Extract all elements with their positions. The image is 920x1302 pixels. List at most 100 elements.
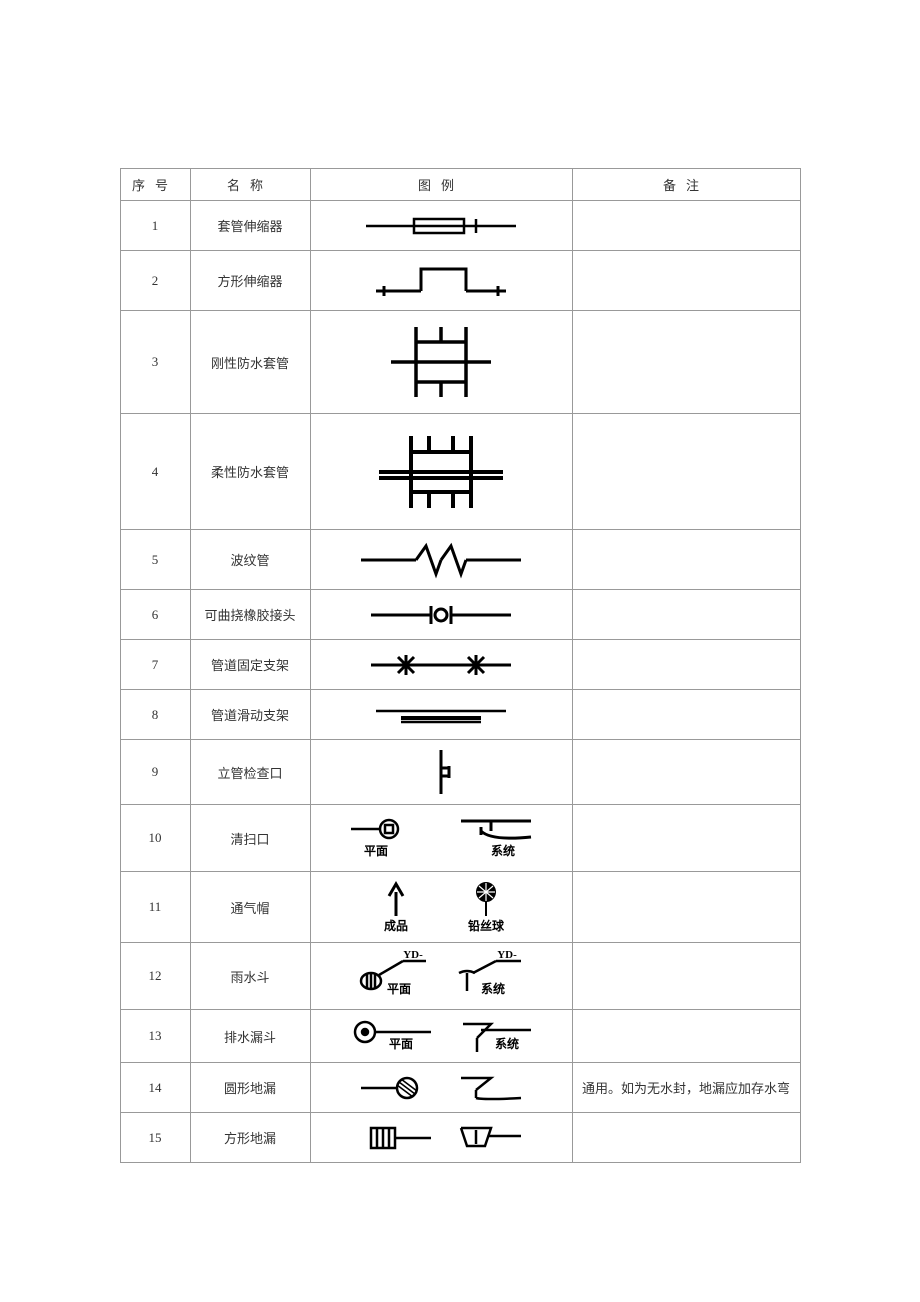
table-row: 8 管道滑动支架 [120, 690, 800, 740]
note-cell [572, 414, 800, 530]
symbol-cell [310, 1113, 572, 1163]
name-cell: 圆形地漏 [190, 1063, 310, 1113]
symbol-cell [310, 251, 572, 311]
name-cell: 排水漏斗 [190, 1010, 310, 1063]
seq-cell: 12 [120, 943, 190, 1010]
label-plan: 平面 [389, 1037, 413, 1051]
note-cell [572, 805, 800, 872]
name-cell: 方形伸缩器 [190, 251, 310, 311]
symbol-cell [310, 740, 572, 805]
fixed-support-icon [315, 646, 568, 683]
symbol-table: 序号 名称 图例 备注 1 套管伸缩器 [120, 168, 801, 1163]
symbol-cell [310, 530, 572, 590]
symbol-cell [310, 201, 572, 251]
vent-cap-icon: 成品 铅丝球 [315, 878, 568, 936]
square-expansion-icon [315, 257, 568, 304]
square-drain-icon [315, 1119, 568, 1156]
symbol-cell: 平面 系统 [310, 1010, 572, 1063]
seq-cell: 8 [120, 690, 190, 740]
symbol-cell [310, 311, 572, 414]
seq-cell: 13 [120, 1010, 190, 1063]
sliding-support-icon [315, 696, 568, 733]
symbol-cell [310, 1063, 572, 1113]
note-cell: 通用。如为无水封，地漏应加存水弯 [572, 1063, 800, 1113]
table-row: 9 立管检查口 [120, 740, 800, 805]
seq-cell: 5 [120, 530, 190, 590]
symbol-cell [310, 590, 572, 640]
note-cell [572, 251, 800, 311]
seq-cell: 10 [120, 805, 190, 872]
seq-cell: 2 [120, 251, 190, 311]
note-cell [572, 1010, 800, 1063]
table-row: 14 圆形地漏 [120, 1063, 800, 1113]
label-yd2: YD- [497, 949, 517, 961]
label-system: 系统 [495, 1036, 519, 1051]
table-row: 12 雨水斗 YD- 平面 [120, 943, 800, 1010]
symbol-cell [310, 640, 572, 690]
name-cell: 方形地漏 [190, 1113, 310, 1163]
drain-funnel-icon: 平面 系统 [315, 1016, 568, 1056]
note-cell [572, 872, 800, 943]
header-legend: 图例 [310, 169, 572, 201]
table-row: 10 清扫口 平面 [120, 805, 800, 872]
symbol-cell: YD- 平面 YD- 系统 [310, 943, 572, 1010]
note-cell [572, 1113, 800, 1163]
table-row: 2 方形伸缩器 [120, 251, 800, 311]
label-product: 成品 [384, 918, 408, 933]
header-note: 备注 [572, 169, 800, 201]
name-cell: 清扫口 [190, 805, 310, 872]
table-row: 15 方形地漏 [120, 1113, 800, 1163]
cleanout-icon: 平面 系统 [315, 811, 568, 865]
rain-hopper-icon: YD- 平面 YD- 系统 [315, 949, 568, 1003]
label-system: 系统 [491, 843, 515, 858]
name-cell: 管道固定支架 [190, 640, 310, 690]
note-cell [572, 640, 800, 690]
label-leadball: 铅丝球 [467, 918, 505, 933]
table-row: 11 通气帽 成品 [120, 872, 800, 943]
symbol-cell: 成品 铅丝球 [310, 872, 572, 943]
seq-cell: 7 [120, 640, 190, 690]
note-cell [572, 530, 800, 590]
name-cell: 柔性防水套管 [190, 414, 310, 530]
name-cell: 雨水斗 [190, 943, 310, 1010]
note-cell [572, 590, 800, 640]
table-row: 7 管道固定支架 [120, 640, 800, 690]
symbol-cell [310, 414, 572, 530]
table-row: 3 刚性防水套管 [120, 311, 800, 414]
seq-cell: 11 [120, 872, 190, 943]
table-row: 6 可曲挠橡胶接头 [120, 590, 800, 640]
note-cell [572, 311, 800, 414]
table-row: 4 柔性防水套管 [120, 414, 800, 530]
rigid-sleeve-icon [315, 317, 568, 407]
table-row: 5 波纹管 [120, 530, 800, 590]
table-row: 1 套管伸缩器 [120, 201, 800, 251]
name-cell: 立管检查口 [190, 740, 310, 805]
name-cell: 通气帽 [190, 872, 310, 943]
header-row: 序号 名称 图例 备注 [120, 169, 800, 201]
label-yd1: YD- [403, 949, 423, 961]
name-cell: 管道滑动支架 [190, 690, 310, 740]
rubber-joint-icon [315, 596, 568, 633]
seq-cell: 15 [120, 1113, 190, 1163]
note-cell [572, 690, 800, 740]
name-cell: 套管伸缩器 [190, 201, 310, 251]
sleeve-expansion-icon [315, 207, 568, 244]
seq-cell: 6 [120, 590, 190, 640]
note-cell [572, 201, 800, 251]
seq-cell: 3 [120, 311, 190, 414]
round-drain-icon [315, 1069, 568, 1106]
table-row: 13 排水漏斗 平面 [120, 1010, 800, 1063]
label-system: 系统 [481, 981, 505, 996]
seq-cell: 1 [120, 201, 190, 251]
symbol-cell [310, 690, 572, 740]
note-cell [572, 740, 800, 805]
name-cell: 刚性防水套管 [190, 311, 310, 414]
seq-cell: 9 [120, 740, 190, 805]
riser-inspection-icon [315, 746, 568, 798]
header-seq: 序号 [120, 169, 190, 201]
label-plan: 平面 [364, 844, 388, 858]
symbol-cell: 平面 系统 [310, 805, 572, 872]
bellows-icon [315, 536, 568, 583]
flexible-sleeve-icon [315, 420, 568, 523]
seq-cell: 4 [120, 414, 190, 530]
